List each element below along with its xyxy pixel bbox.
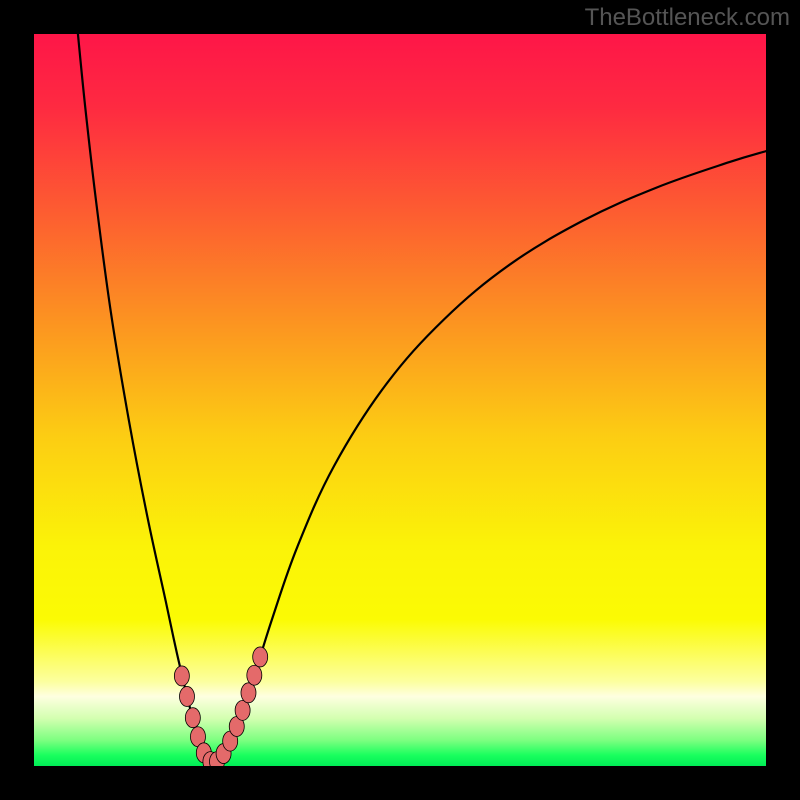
- data-marker: [179, 686, 194, 706]
- data-marker: [235, 700, 250, 720]
- data-marker: [253, 647, 268, 667]
- curve-right: [213, 151, 766, 763]
- chart-stage: TheBottleneck.com: [0, 0, 800, 800]
- data-marker: [185, 708, 200, 728]
- attribution-text: TheBottleneck.com: [585, 4, 790, 32]
- data-marker: [174, 666, 189, 686]
- data-marker: [241, 683, 256, 703]
- plot-area: [34, 34, 766, 766]
- data-marker: [247, 665, 262, 685]
- curve-left: [78, 34, 213, 763]
- chart-svg: [34, 34, 766, 766]
